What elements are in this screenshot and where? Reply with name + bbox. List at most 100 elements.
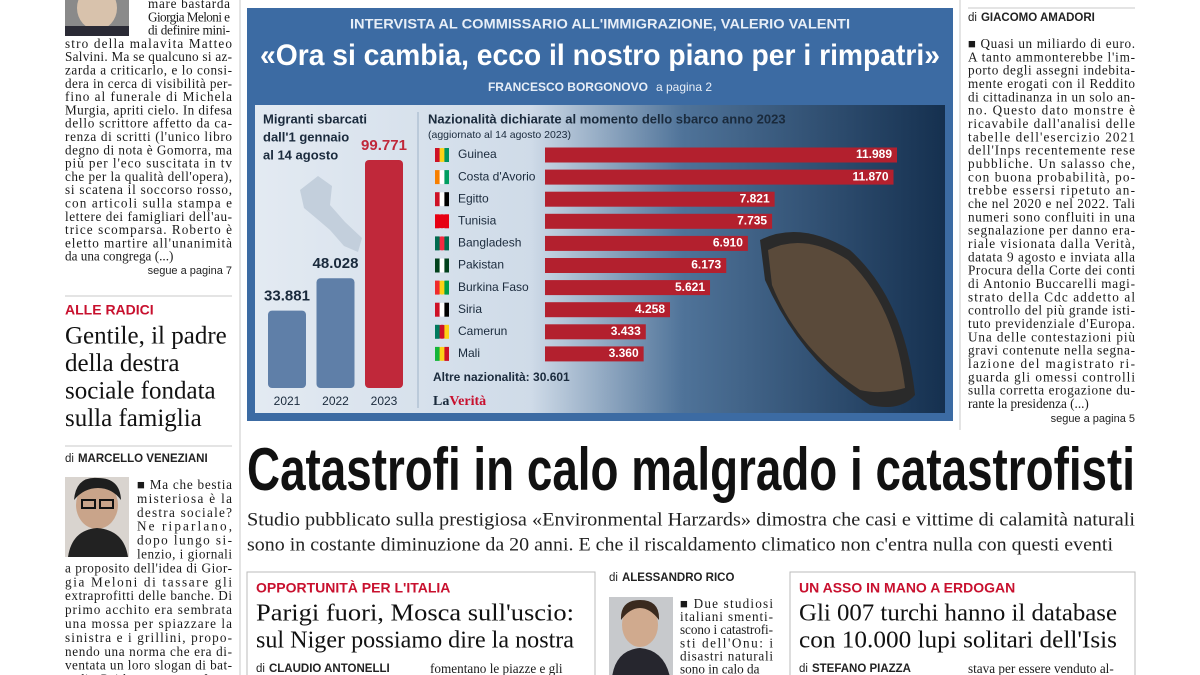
article-line: trebbe essersi ripetuto an-: [968, 183, 1135, 198]
article-line: taglia. Poi è apparsa uno sfre-: [65, 672, 222, 675]
page-ref: a pagina 2: [656, 80, 712, 94]
box: [789, 571, 1136, 675]
flag-band: [444, 236, 449, 251]
article-line: gravi contenute nella segna-: [968, 343, 1135, 358]
article-line: gia Meloni di tassare gli: [65, 574, 232, 589]
infographic-title: «Ora si cambia, ecco il nostro piano per…: [260, 39, 940, 72]
logo-part: La: [433, 394, 449, 409]
article-line: extraprofitti delle banche. Di: [65, 588, 232, 603]
subhead: Studio pubblicato sulla prestigiosa «Env…: [247, 509, 1135, 530]
article-line: no. Questo dato monstre è: [968, 103, 1135, 118]
article-line: Salvini. Ma se qualcuno si az-: [65, 49, 232, 64]
article-line: disastri naturali: [680, 648, 773, 663]
article-line: a proposito dell'idea di Gior-: [65, 560, 232, 575]
photo-hair: [74, 477, 121, 500]
bar: [545, 280, 711, 296]
article-line: zarda a criticarlo, e lo consi-: [65, 63, 232, 78]
article-line: primo acchito era sembrata: [65, 602, 232, 617]
kicker: OPPORTUNITÀ PER L'ITALIA: [256, 580, 450, 596]
article-line: nendo una norma che era di-: [65, 644, 232, 659]
main-headline: Catastrofi in calo malgrado i catastrofi…: [247, 436, 1135, 503]
chart-title: Migranti sbarcati: [263, 111, 367, 126]
headline: Parigi fuori, Mosca sull'uscio:: [256, 601, 574, 627]
byline-name: GIACOMO AMADORI: [981, 12, 1095, 24]
bar: [545, 191, 775, 207]
article-line: degno di nota è Gomorra, ma: [65, 142, 232, 157]
article-line: da una congrega (...): [65, 249, 173, 264]
category-label: Costa d'Avorio: [458, 169, 536, 183]
photo-hair: [620, 600, 660, 620]
continued: segue a pagina 7: [148, 265, 232, 277]
article-line: di cittadinanza in un solo an-: [968, 89, 1135, 104]
byline: di ALESSANDRO RICO: [609, 572, 734, 584]
article-line: mare bastarda: [148, 0, 230, 11]
flag-band: [444, 280, 449, 295]
article-line: dopo lungo si-: [137, 533, 232, 548]
bar: [545, 235, 748, 251]
byline: di CLAUDIO ANTONELLI: [256, 663, 390, 675]
bar: [545, 302, 671, 318]
headline: Gentile, il padre: [65, 323, 227, 350]
flag-band: [435, 236, 440, 251]
article-line: dell'Inps recentemente rese: [968, 143, 1135, 158]
article-line: destra sociale?: [137, 505, 232, 520]
subhead: sono in costante diminuzione da 20 anni.…: [247, 534, 1113, 555]
category-label: Bangladesh: [458, 236, 521, 250]
article-line: controllo del più grande isti-: [968, 303, 1135, 318]
bar: [545, 169, 894, 185]
infographic-kicker: INTERVISTA AL COMMISSARIO ALL'IMMIGRAZIO…: [350, 16, 850, 32]
category-label: Siria: [458, 302, 482, 316]
flag-band: [444, 170, 449, 185]
bar: [365, 160, 403, 388]
article-line: strato della Cdc addetto al: [968, 289, 1135, 304]
article-line: dera in cerca di visibilità per-: [65, 76, 232, 91]
flag-band: [444, 214, 449, 229]
article-line: tuto previdenziale d'Europa.: [968, 316, 1135, 331]
article-line: Una delle contestazioni più: [968, 329, 1135, 344]
bar-value-label: 6.910: [713, 236, 743, 250]
article-line: una mossa per spiazzare la: [65, 616, 232, 631]
article-line: renza di scritti (l'unico libro: [65, 129, 232, 144]
flag-band: [435, 258, 440, 273]
category-label: Burkina Faso: [458, 280, 529, 294]
article-line: mente erogati con il Reddito: [968, 76, 1135, 91]
byline: di STEFANO PIAZZA: [799, 663, 911, 675]
article-line: che per la qualità dell'opera),: [65, 169, 232, 184]
photo-suit: [68, 528, 128, 557]
chart-title: al 14 agosto: [263, 147, 338, 162]
headline: con 10.000 lupi solitari dell'Isis: [799, 628, 1117, 654]
flag-band: [435, 192, 440, 207]
bar: [268, 310, 306, 388]
article-line: di Antonio Buccarelli magi-: [968, 276, 1135, 291]
flag-band: [444, 346, 449, 361]
photo-face: [76, 481, 118, 529]
article-line: fino al funerale di Michela: [65, 89, 232, 104]
article-line: ■ Ma che bestia: [137, 477, 232, 492]
chart-title: Nazionalità dichiarate al momento dello …: [428, 111, 786, 126]
italy-map: [300, 176, 362, 252]
bar-value-label: 5.621: [675, 280, 705, 294]
byline-prefix: di: [609, 572, 618, 584]
chart-title: dall'1 gennaio: [263, 129, 349, 144]
flag-band: [435, 148, 440, 162]
flag-band: [444, 192, 449, 207]
flag-band: [435, 280, 440, 295]
bar: [316, 278, 355, 388]
category-label: Mali: [458, 346, 480, 360]
headline: sul Niger possiamo dire la nostra: [256, 628, 574, 654]
bar: [545, 258, 727, 273]
category-label: 2023: [371, 394, 398, 408]
boat-photo: [760, 232, 915, 408]
bar-value-label: 7.821: [740, 191, 770, 205]
article-line: sono in calo da: [680, 662, 760, 675]
article-line: ■ Quasi un miliardo di euro.: [968, 36, 1135, 51]
article-line: eletto martire all'unanimità: [65, 235, 232, 250]
article-line: datata 9 agosto e inviata alla: [968, 249, 1135, 264]
category-label: Pakistan: [458, 258, 504, 272]
article-line: trice scomparsa. Roberto è: [65, 222, 232, 237]
article-line: A tanto ammonterebbe l'im-: [968, 49, 1135, 64]
bar-value-label: 33.881: [264, 288, 310, 305]
article-line: lettere dei famigliari dell'au-: [65, 209, 232, 224]
bar-value-label: 3.433: [611, 324, 641, 338]
